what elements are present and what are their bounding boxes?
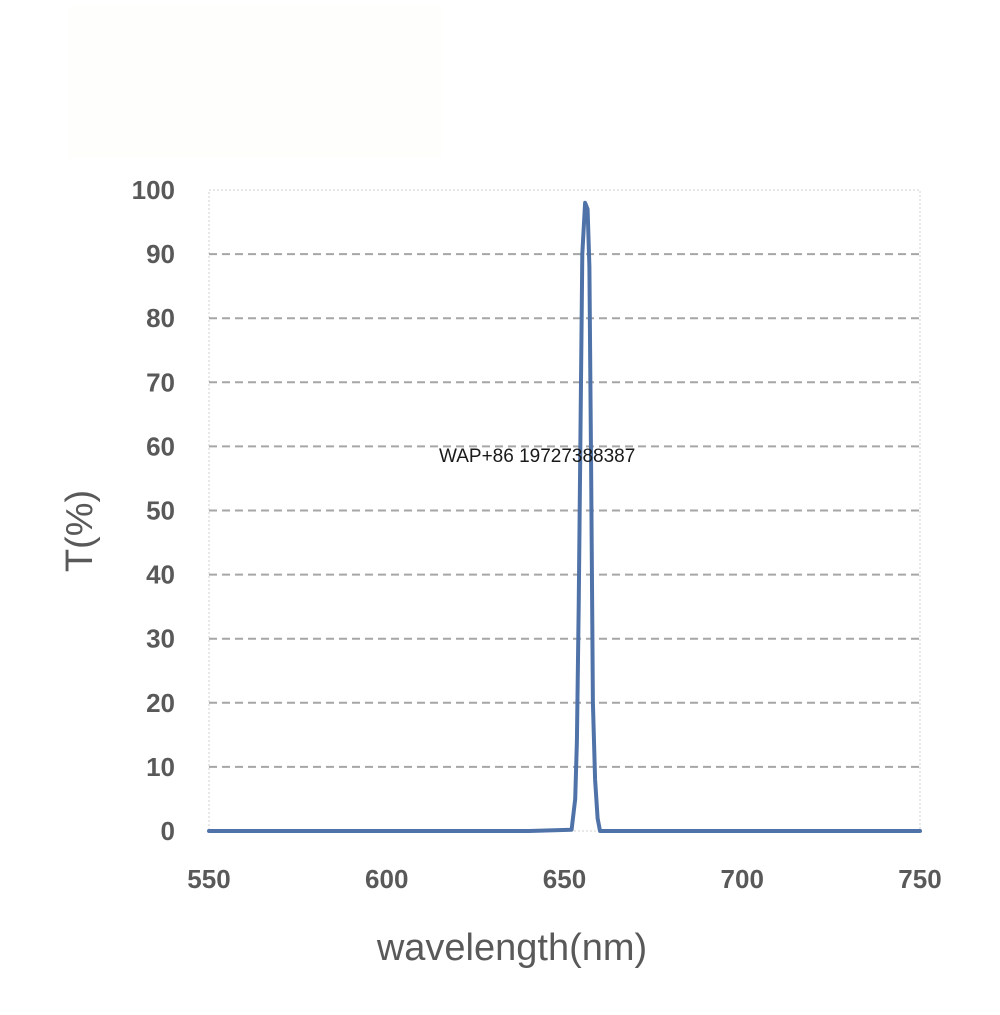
x-tick-label: 600: [365, 864, 408, 894]
x-tick-labels: 550 600 650 700 750: [187, 864, 941, 894]
y-tick-labels: 0 10 20 30 40 50 60 70 80 90 100: [132, 175, 175, 846]
x-tick-label: 700: [721, 864, 764, 894]
y-tick-label: 50: [146, 496, 175, 526]
y-tick-label: 80: [146, 303, 175, 333]
top-blank-panel: [68, 6, 442, 158]
x-tick-label: 750: [898, 864, 941, 894]
x-axis-title: wavelength(nm): [376, 927, 647, 969]
y-tick-label: 30: [146, 624, 175, 654]
y-tick-label: 20: [146, 688, 175, 718]
x-tick-label: 650: [543, 864, 586, 894]
y-tick-label: 40: [146, 560, 175, 590]
y-tick-label: 60: [146, 431, 175, 461]
series-line-0: [207, 200, 922, 833]
y-tick-label: 100: [132, 175, 175, 205]
y-tick-label: 90: [146, 239, 175, 269]
y-tick-label: 10: [146, 752, 175, 782]
y-tick-label: 70: [146, 367, 175, 397]
y-tick-label: 0: [161, 816, 175, 846]
watermark-text: WAP+86 19727388387: [439, 446, 635, 467]
x-tick-label: 550: [187, 864, 230, 894]
series-layer: [207, 200, 922, 833]
grid-layer: [208, 189, 921, 832]
y-axis-title: T(%): [59, 490, 101, 572]
